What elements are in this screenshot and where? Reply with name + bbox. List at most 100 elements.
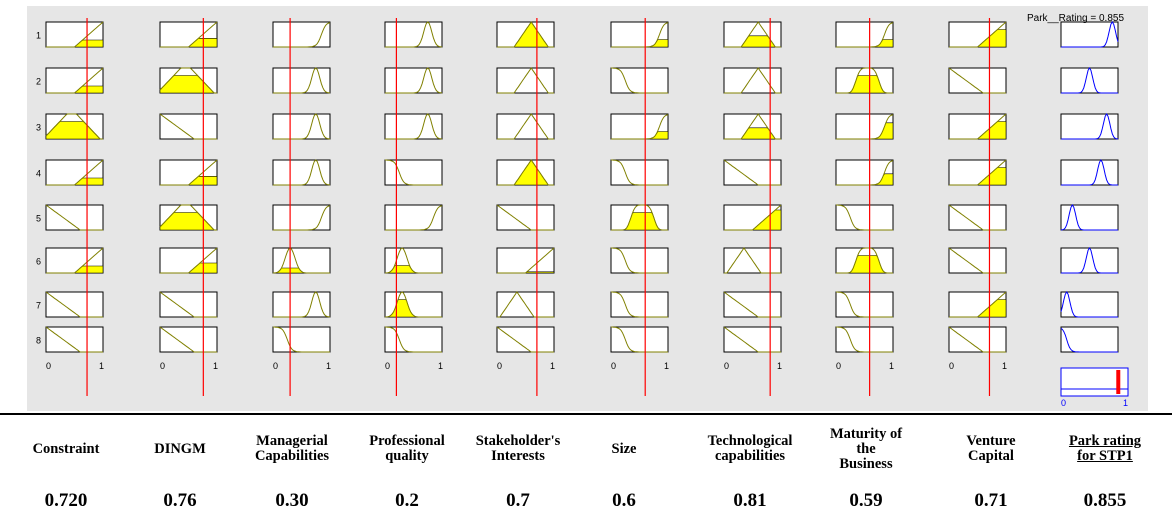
rule-number: 8 bbox=[36, 336, 41, 346]
output-readout: Park__Rating = 0.855 bbox=[1027, 13, 1124, 24]
input-variable-label: Managerial Capabilities bbox=[237, 419, 347, 479]
membership-curve bbox=[611, 326, 668, 353]
rule-cell bbox=[723, 67, 782, 94]
membership-box bbox=[1060, 113, 1119, 140]
membership-box bbox=[1060, 159, 1119, 186]
rule-cell bbox=[45, 21, 104, 48]
input-variable-label: Constraint bbox=[11, 419, 121, 479]
rule-cell bbox=[45, 247, 104, 274]
rule-cell bbox=[948, 159, 1007, 186]
rule-cell bbox=[272, 204, 331, 231]
membership-curve bbox=[385, 21, 443, 48]
axis-max-label: 1 bbox=[213, 361, 218, 371]
rule-cell bbox=[723, 21, 782, 48]
membership-curve bbox=[273, 113, 331, 140]
membership-curve bbox=[497, 159, 554, 186]
input-value: 0.720 bbox=[44, 490, 88, 511]
output-value: 0.855 bbox=[1083, 490, 1127, 511]
membership-curve bbox=[159, 291, 217, 318]
membership-curve bbox=[724, 21, 781, 48]
rule-cell bbox=[610, 159, 669, 186]
membership-box bbox=[272, 159, 331, 186]
rule-cell bbox=[1060, 247, 1119, 274]
membership-curve bbox=[1060, 291, 1118, 318]
membership-curve bbox=[45, 326, 103, 353]
rule-cell bbox=[496, 247, 555, 274]
input-variable-label: Venture Capital bbox=[936, 419, 1046, 479]
rule-cell bbox=[45, 204, 104, 231]
membership-curve bbox=[611, 291, 668, 318]
membership-curve bbox=[611, 114, 669, 140]
membership-curve bbox=[836, 326, 893, 353]
membership-curve bbox=[384, 247, 442, 274]
rule-number: 5 bbox=[36, 214, 41, 224]
membership-curve bbox=[159, 204, 217, 231]
label-line: quality bbox=[385, 448, 429, 464]
membership-curve bbox=[611, 67, 668, 94]
membership-curve bbox=[385, 205, 443, 231]
membership-curve bbox=[611, 22, 669, 48]
rule-cell bbox=[835, 113, 894, 140]
rule-cell bbox=[835, 21, 894, 48]
membership-curve bbox=[273, 159, 331, 186]
rule-cell bbox=[496, 204, 555, 231]
membership-curve bbox=[1061, 247, 1118, 274]
rule-number: 2 bbox=[36, 77, 41, 87]
membership-curve bbox=[497, 21, 554, 48]
label-line: DINGM bbox=[154, 440, 206, 457]
membership-curve bbox=[724, 204, 782, 231]
membership-curve bbox=[159, 67, 217, 94]
label-line: Size bbox=[611, 440, 637, 457]
membership-curve bbox=[1061, 67, 1118, 94]
membership-curve bbox=[723, 291, 781, 318]
membership-box bbox=[384, 326, 443, 353]
rule-cell bbox=[723, 326, 782, 353]
axis-min-label: 0 bbox=[836, 361, 841, 371]
membership-box bbox=[272, 67, 331, 94]
input-variable-label: Technological capabilities bbox=[695, 419, 805, 479]
membership-curve bbox=[836, 247, 893, 274]
input-variable-label: DINGM bbox=[125, 419, 235, 479]
rule-cell bbox=[159, 67, 218, 94]
membership-curve bbox=[273, 22, 331, 48]
axis-max-label: 1 bbox=[889, 361, 894, 371]
rule-cell bbox=[45, 67, 104, 94]
membership-box bbox=[272, 291, 331, 318]
rule-cell bbox=[835, 291, 894, 318]
rule-cell bbox=[610, 247, 669, 274]
rule-cell bbox=[723, 204, 782, 231]
membership-curve bbox=[948, 67, 1006, 94]
membership-curve bbox=[948, 247, 1006, 274]
rule-cell bbox=[159, 21, 218, 48]
membership-curve bbox=[273, 205, 331, 231]
membership-curve bbox=[949, 291, 1007, 318]
rule-cell bbox=[384, 159, 443, 186]
rule-cell bbox=[610, 21, 669, 48]
rule-cell bbox=[610, 113, 669, 140]
membership-box bbox=[610, 326, 669, 353]
axis-max-label: 1 bbox=[438, 361, 443, 371]
output-cursor bbox=[1116, 370, 1121, 394]
label-line: Professional bbox=[369, 433, 445, 449]
membership-box bbox=[384, 159, 443, 186]
rule-cell bbox=[384, 21, 443, 48]
variable-values: 0.720 0.76 0.30 0.2 0.7 0.6 0.81 0.59 0.71 0.855 bbox=[0, 486, 1172, 522]
rule-cell bbox=[1060, 291, 1119, 318]
rule-cell bbox=[496, 113, 555, 140]
membership-curve bbox=[723, 159, 781, 186]
membership-box bbox=[272, 326, 331, 353]
rule-number: 3 bbox=[36, 123, 41, 133]
membership-curve bbox=[724, 247, 781, 274]
axis-min-label: 0 bbox=[497, 361, 502, 371]
axis-min-label: 0 bbox=[724, 361, 729, 371]
membership-box bbox=[1060, 67, 1119, 94]
rule-cell bbox=[272, 113, 331, 140]
rule-cell bbox=[496, 67, 555, 94]
label-line: Capabilities bbox=[254, 448, 330, 464]
label-line: for STP1 bbox=[1077, 448, 1133, 464]
rule-viewer: 1 2 3 4 5 6 7 8 0 1 0 1 0 1 0 1 0 1 0 1 0 1 0 1 0 1 0 1 Park__Ratin… bbox=[27, 6, 1148, 411]
rule-cell bbox=[272, 21, 331, 48]
membership-curve bbox=[46, 67, 104, 94]
input-value: 0.2 bbox=[395, 490, 419, 511]
rule-cell bbox=[1060, 326, 1119, 353]
